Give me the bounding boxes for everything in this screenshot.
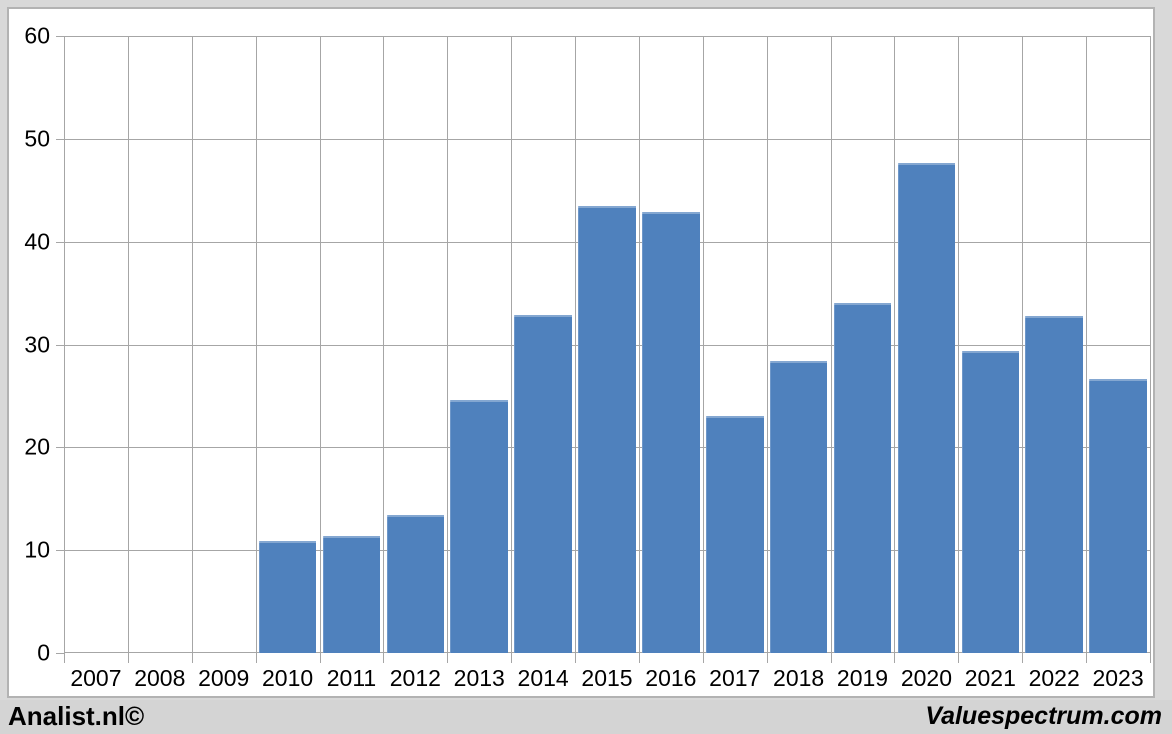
bar-2012 [386,515,445,653]
x-gridline-8 [575,36,577,663]
x-gridline-1 [127,36,129,663]
bar-2023 [1089,379,1147,653]
x-gridline-9 [638,36,640,663]
x-gridline-16 [1086,36,1088,663]
x-axis-label-2007: 2007 [70,665,122,691]
x-axis-label-2015: 2015 [581,665,633,691]
x-gridline-5 [383,36,385,663]
x-axis-label-2013: 2013 [453,665,505,691]
x-gridline-2 [191,36,193,663]
y-axis-label-30: 30 [24,331,50,357]
y-axis-label-0: 0 [37,639,50,666]
y-axis-label-10: 10 [24,536,50,563]
bar-2019 [833,303,892,653]
x-axis-label-2008: 2008 [134,665,186,691]
x-gridline-12 [830,36,832,663]
y-axis-line [64,36,65,663]
x-axis-label-2018: 2018 [773,665,825,691]
y-tick-30 [56,344,64,346]
x-axis-label-2012: 2012 [389,665,441,691]
chart-panel: 0 10 20 30 40 50 60 2007 2008 2009 2010 2011 2012 201… [7,7,1155,698]
x-gridline-13 [894,36,896,663]
x-axis-label-2014: 2014 [517,665,569,691]
y-axis-label-20: 20 [24,433,50,460]
bar-2020 [897,162,956,653]
x-gridline-4 [319,36,321,663]
y-axis-label-60: 60 [24,22,50,49]
y-axis-label-40: 40 [24,228,50,255]
y-tick-50 [56,138,64,140]
x-axis-label-2021: 2021 [964,665,1016,691]
bar-2010 [258,540,317,653]
x-gridline-11 [766,36,768,663]
bar-2021 [961,350,1020,653]
bar-2015 [578,205,636,653]
x-gridline-3 [255,36,257,663]
x-gridline-6 [447,36,449,663]
x-axis-label-2023: 2023 [1092,665,1144,691]
branding-footer: Analist.nl© Valuespectrum.com [0,700,1172,734]
y-gridline-50 [64,138,1150,140]
x-axis-label-2016: 2016 [645,665,697,691]
x-gridline-7 [511,36,513,663]
x-axis-label-2011: 2011 [326,665,377,691]
x-axis-label-2010: 2010 [261,665,314,691]
y-tick-60 [56,36,64,37]
x-gridline-17 [1150,36,1151,663]
bar-2017 [706,416,764,653]
x-gridline-10 [702,36,704,663]
y-tick-20 [56,447,64,449]
bar-2011 [322,535,381,653]
bar-2018 [769,360,828,653]
y-tick-10 [56,550,64,552]
bar-2022 [1025,315,1083,653]
valuespectrum-watermark: Valuespectrum.com [925,701,1162,730]
bar-2016 [642,211,700,653]
x-axis-label-2019: 2019 [836,665,889,691]
x-axis-label-2020: 2020 [900,665,952,691]
x-gridline-14 [958,36,960,663]
y-gridline-60 [64,36,1150,37]
x-axis-label-2009: 2009 [198,665,250,691]
x-axis-label-2022: 2022 [1028,665,1080,691]
bar-2013 [450,400,508,653]
y-axis-label-50: 50 [24,125,50,152]
y-tick-40 [56,241,64,243]
x-axis-label-2017: 2017 [709,665,761,691]
y-tick-0 [56,653,64,654]
analist-watermark: Analist.nl© [8,700,145,731]
bar-chart-plot-area: 0 10 20 30 40 50 60 2007 2008 2009 2010 2011 2012 201… [24,24,1151,690]
bar-2014 [514,314,572,653]
x-gridline-15 [1022,36,1024,663]
